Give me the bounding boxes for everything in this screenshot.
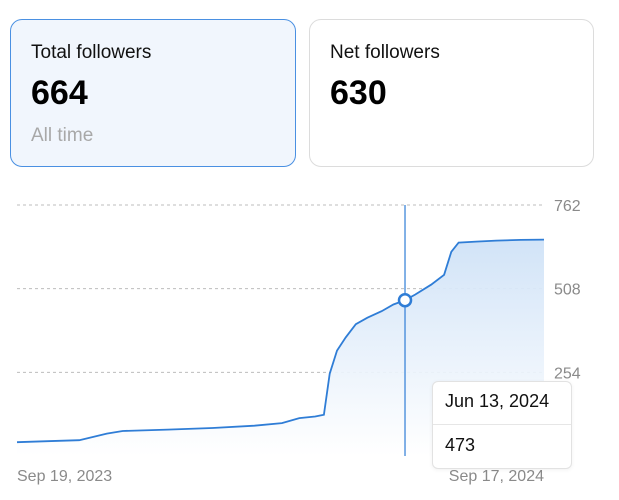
x-tick-label: Sep 17, 2024 [449,468,544,485]
y-tick-label: 254 [554,365,581,382]
tooltip-date: Jun 13, 2024 [445,391,550,411]
y-tick-label: 508 [554,282,581,299]
total-followers-subtitle: All time [31,125,94,146]
net-followers-card[interactable]: Net followers 630 [309,19,594,167]
tooltip-divider [433,424,571,425]
x-tick-label: Sep 19, 2023 [17,468,112,485]
total-followers-title: Total followers [31,42,152,63]
y-tick-label: 762 [554,198,581,215]
followers-area [17,239,544,456]
hover-data-point [397,292,413,308]
total-followers-card[interactable]: Total followers 664 All time [10,19,296,167]
followers-line [16,238,545,444]
tooltip-value: 473 [445,435,476,455]
net-followers-title: Net followers [330,42,440,63]
total-followers-value: 664 [31,74,88,112]
chart-tooltip: Jun 13, 2024 473 [432,381,572,469]
net-followers-value: 630 [330,74,387,112]
